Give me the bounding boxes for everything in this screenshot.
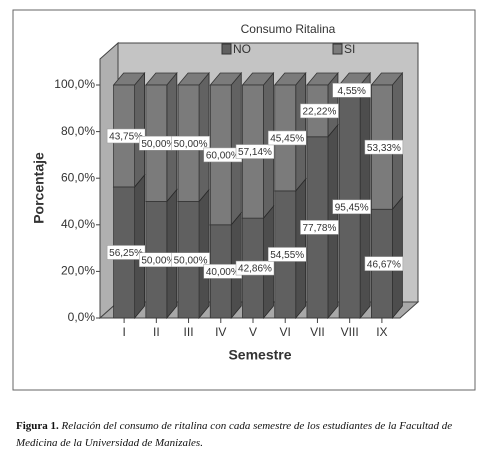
y-tick-label: 20,0%	[61, 264, 95, 278]
x-tick-label: IV	[215, 325, 226, 339]
data-label: 50,00%	[141, 255, 175, 266]
label-bg	[364, 139, 404, 155]
label-bg	[171, 136, 210, 151]
data-label: 95,45%	[335, 202, 369, 213]
label-bg	[235, 260, 275, 276]
chart-title: Consumo Ritalina	[241, 22, 336, 36]
y-tick-label: 60,0%	[61, 170, 95, 184]
chart: Consumo Ritalina Semestre Porcentaje 0,0…	[12, 9, 476, 391]
label-bg	[235, 144, 275, 159]
label-bg	[332, 83, 371, 98]
y-axis-title: Porcentaje	[31, 152, 47, 224]
label-bg	[106, 245, 146, 260]
y-tick-label: 80,0%	[61, 124, 95, 138]
data-label: 56,25%	[109, 248, 143, 259]
data-label: 40,00%	[206, 267, 240, 278]
label-bg	[106, 128, 146, 144]
legend-swatch	[332, 43, 343, 55]
data-label: 54,55%	[270, 250, 304, 261]
label-bg	[267, 130, 307, 146]
y-tick-label: 40,0%	[61, 217, 95, 231]
x-tick-label: II	[153, 325, 160, 339]
label-bg	[364, 256, 404, 271]
label-bg	[171, 252, 210, 267]
x-axis-title: Semestre	[228, 347, 291, 363]
data-label: 53,33%	[367, 143, 401, 154]
label-bg	[267, 247, 307, 262]
data-label: 50,00%	[174, 139, 208, 150]
x-tick-label: V	[249, 325, 257, 339]
data-label: 46,67%	[367, 259, 401, 270]
legend-swatch	[221, 43, 232, 55]
data-label: 60,00%	[206, 151, 240, 162]
data-label: 45,45%	[270, 134, 304, 145]
x-tick-label: VII	[310, 325, 325, 339]
x-tick-label: I	[122, 325, 125, 339]
y-tick-label: 0,0%	[68, 310, 96, 324]
data-label: 4,55%	[337, 86, 365, 97]
data-label: 57,14%	[238, 147, 272, 158]
x-tick-label: III	[184, 325, 194, 339]
x-tick-label: VI	[280, 325, 291, 339]
caption: Figura 1. Relación del consumo de ritali…	[16, 418, 478, 452]
label-bg	[300, 220, 339, 235]
data-label: 77,78%	[302, 223, 336, 234]
caption-label: Figura 1.	[16, 420, 59, 432]
x-tick-label: IX	[376, 325, 387, 339]
y-tick-label: 100,0%	[54, 77, 95, 91]
legend-label: NO	[233, 42, 251, 56]
caption-text: Relación del consumo de ritalina con cad…	[16, 420, 453, 449]
legend-label: SI	[344, 42, 355, 56]
data-label: 22,22%	[302, 107, 336, 118]
x-tick-label: VIII	[341, 325, 359, 339]
label-bg	[332, 199, 371, 215]
data-label: 50,00%	[141, 139, 175, 150]
data-label: 43,75%	[109, 132, 143, 143]
data-label: 42,86%	[238, 264, 272, 275]
data-label: 50,00%	[174, 255, 208, 266]
label-bg	[300, 103, 339, 119]
